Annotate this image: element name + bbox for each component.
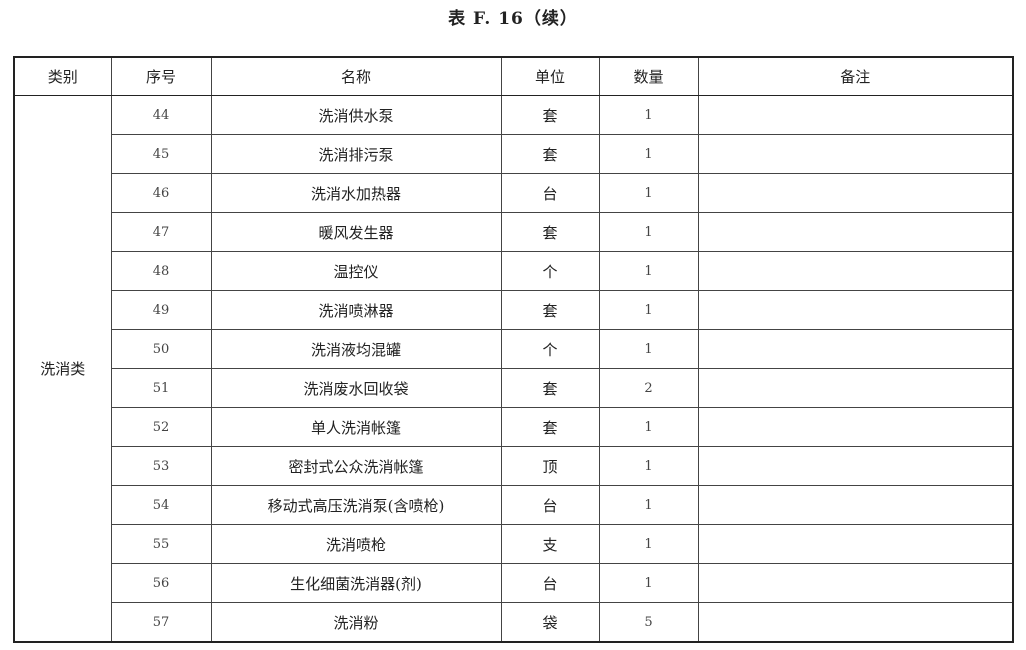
number-cell: 44 (110, 95, 212, 135)
unit-cell: 套 (500, 407, 600, 447)
unit-cell: 台 (500, 563, 600, 603)
table-row: 52 单人洗消帐篷套 1 (14, 407, 1014, 447)
unit-cell: 套 (500, 134, 600, 174)
header-unit: 单位 (500, 56, 600, 96)
unit-cell: 套 (500, 212, 600, 252)
name-cell: 移动式高压洗消泵(含喷枪) (210, 485, 502, 525)
quantity-cell: 1 (598, 290, 699, 330)
name-cell: 洗消喷淋器 (210, 290, 502, 330)
header-remarks: 备注 (697, 56, 1014, 96)
quantity-cell: 1 (598, 407, 699, 447)
name-cell: 洗消喷枪 (210, 524, 502, 564)
remarks-cell (697, 95, 1014, 135)
unit-cell: 个 (500, 329, 600, 369)
table-row: 54 移动式高压洗消泵(含喷枪) 台 1 (14, 485, 1014, 525)
unit-cell: 支 (500, 524, 600, 564)
name-cell: 单人洗消帐篷 (210, 407, 502, 447)
remarks-cell (697, 446, 1014, 486)
quantity-cell: 1 (598, 446, 699, 486)
quantity-cell: 1 (598, 212, 699, 252)
table-row: 57 洗消粉袋 5 (14, 602, 1014, 643)
table-row: 46 洗消水加热器台 1 (14, 173, 1014, 213)
remarks-cell (697, 173, 1014, 213)
remarks-cell (697, 524, 1014, 564)
remarks-cell (697, 602, 1014, 643)
number-cell: 55 (110, 524, 212, 564)
header-name: 名称 (210, 56, 502, 96)
unit-cell: 套 (500, 368, 600, 408)
number-cell: 47 (110, 212, 212, 252)
number-cell: 52 (110, 407, 212, 447)
number-cell: 50 (110, 329, 212, 369)
name-cell: 洗消排污泵 (210, 134, 502, 174)
quantity-cell: 1 (598, 524, 699, 564)
name-cell: 温控仪 (210, 251, 502, 291)
unit-cell: 套 (500, 290, 600, 330)
quantity-cell: 1 (598, 329, 699, 369)
table-row: 50 洗消液均混罐个 1 (14, 329, 1014, 369)
quantity-cell: 1 (598, 95, 699, 135)
name-cell: 暖风发生器 (210, 212, 502, 252)
name-cell: 洗消液均混罐 (210, 329, 502, 369)
table-row: 47 暖风发生器套 1 (14, 212, 1014, 252)
unit-cell: 台 (500, 173, 600, 213)
unit-cell: 顶 (500, 446, 600, 486)
quantity-cell: 1 (598, 485, 699, 525)
remarks-cell (697, 485, 1014, 525)
quantity-cell: 5 (598, 602, 699, 643)
number-cell: 56 (110, 563, 212, 603)
table-row: 51 洗消废水回收袋套 2 (14, 368, 1014, 408)
number-cell: 49 (110, 290, 212, 330)
remarks-cell (697, 563, 1014, 603)
quantity-cell: 2 (598, 368, 699, 408)
quantity-cell: 1 (598, 134, 699, 174)
name-cell: 生化细菌洗消器(剂) (210, 563, 502, 603)
table-row: 48 温控仪个 1 (14, 251, 1014, 291)
table-title: 表 F. 16（续） (448, 9, 578, 29)
number-cell: 53 (110, 446, 212, 486)
number-cell: 48 (110, 251, 212, 291)
equipment-table: 类别 序号 名称 单位 数量 备注 洗消类 44 洗消供水泵套 1 45 洗消排污泵套 1 4… (13, 56, 1014, 643)
remarks-cell (697, 212, 1014, 252)
table-row: 洗消类 44 洗消供水泵套 1 (13, 95, 1014, 643)
remarks-cell (697, 407, 1014, 447)
table-row: 45 洗消排污泵套 1 (14, 134, 1014, 174)
remarks-cell (697, 368, 1014, 408)
name-cell: 洗消粉 (210, 602, 502, 643)
number-cell: 46 (110, 173, 212, 213)
number-cell: 57 (110, 602, 212, 643)
quantity-cell: 1 (598, 173, 699, 213)
remarks-cell (697, 290, 1014, 330)
header-row: 类别 序号 名称 单位 数量 备注 (13, 56, 1014, 96)
category-cell: 洗消类 (13, 95, 112, 643)
unit-cell: 套 (500, 95, 600, 135)
quantity-cell: 1 (598, 251, 699, 291)
remarks-cell (697, 329, 1014, 369)
number-cell: 45 (110, 134, 212, 174)
header-category: 类别 (13, 56, 112, 96)
table-row: 55 洗消喷枪支 1 (14, 524, 1014, 564)
unit-cell: 个 (500, 251, 600, 291)
remarks-cell (697, 251, 1014, 291)
number-cell: 51 (110, 368, 212, 408)
table-row: 56 生化细菌洗消器(剂) 台 1 (14, 563, 1014, 603)
header-quantity: 数量 (598, 56, 699, 96)
quantity-cell: 1 (598, 563, 699, 603)
name-cell: 洗消废水回收袋 (210, 368, 502, 408)
header-number: 序号 (110, 56, 212, 96)
table-row: 49 洗消喷淋器套 1 (14, 290, 1014, 330)
unit-cell: 袋 (500, 602, 600, 643)
name-cell: 洗消供水泵 (210, 95, 502, 135)
table-row: 53 密封式公众洗消帐篷顶 1 (14, 446, 1014, 486)
number-cell: 54 (110, 485, 212, 525)
name-cell: 密封式公众洗消帐篷 (210, 446, 502, 486)
unit-cell: 台 (500, 485, 600, 525)
name-cell: 洗消水加热器 (210, 173, 502, 213)
remarks-cell (697, 134, 1014, 174)
